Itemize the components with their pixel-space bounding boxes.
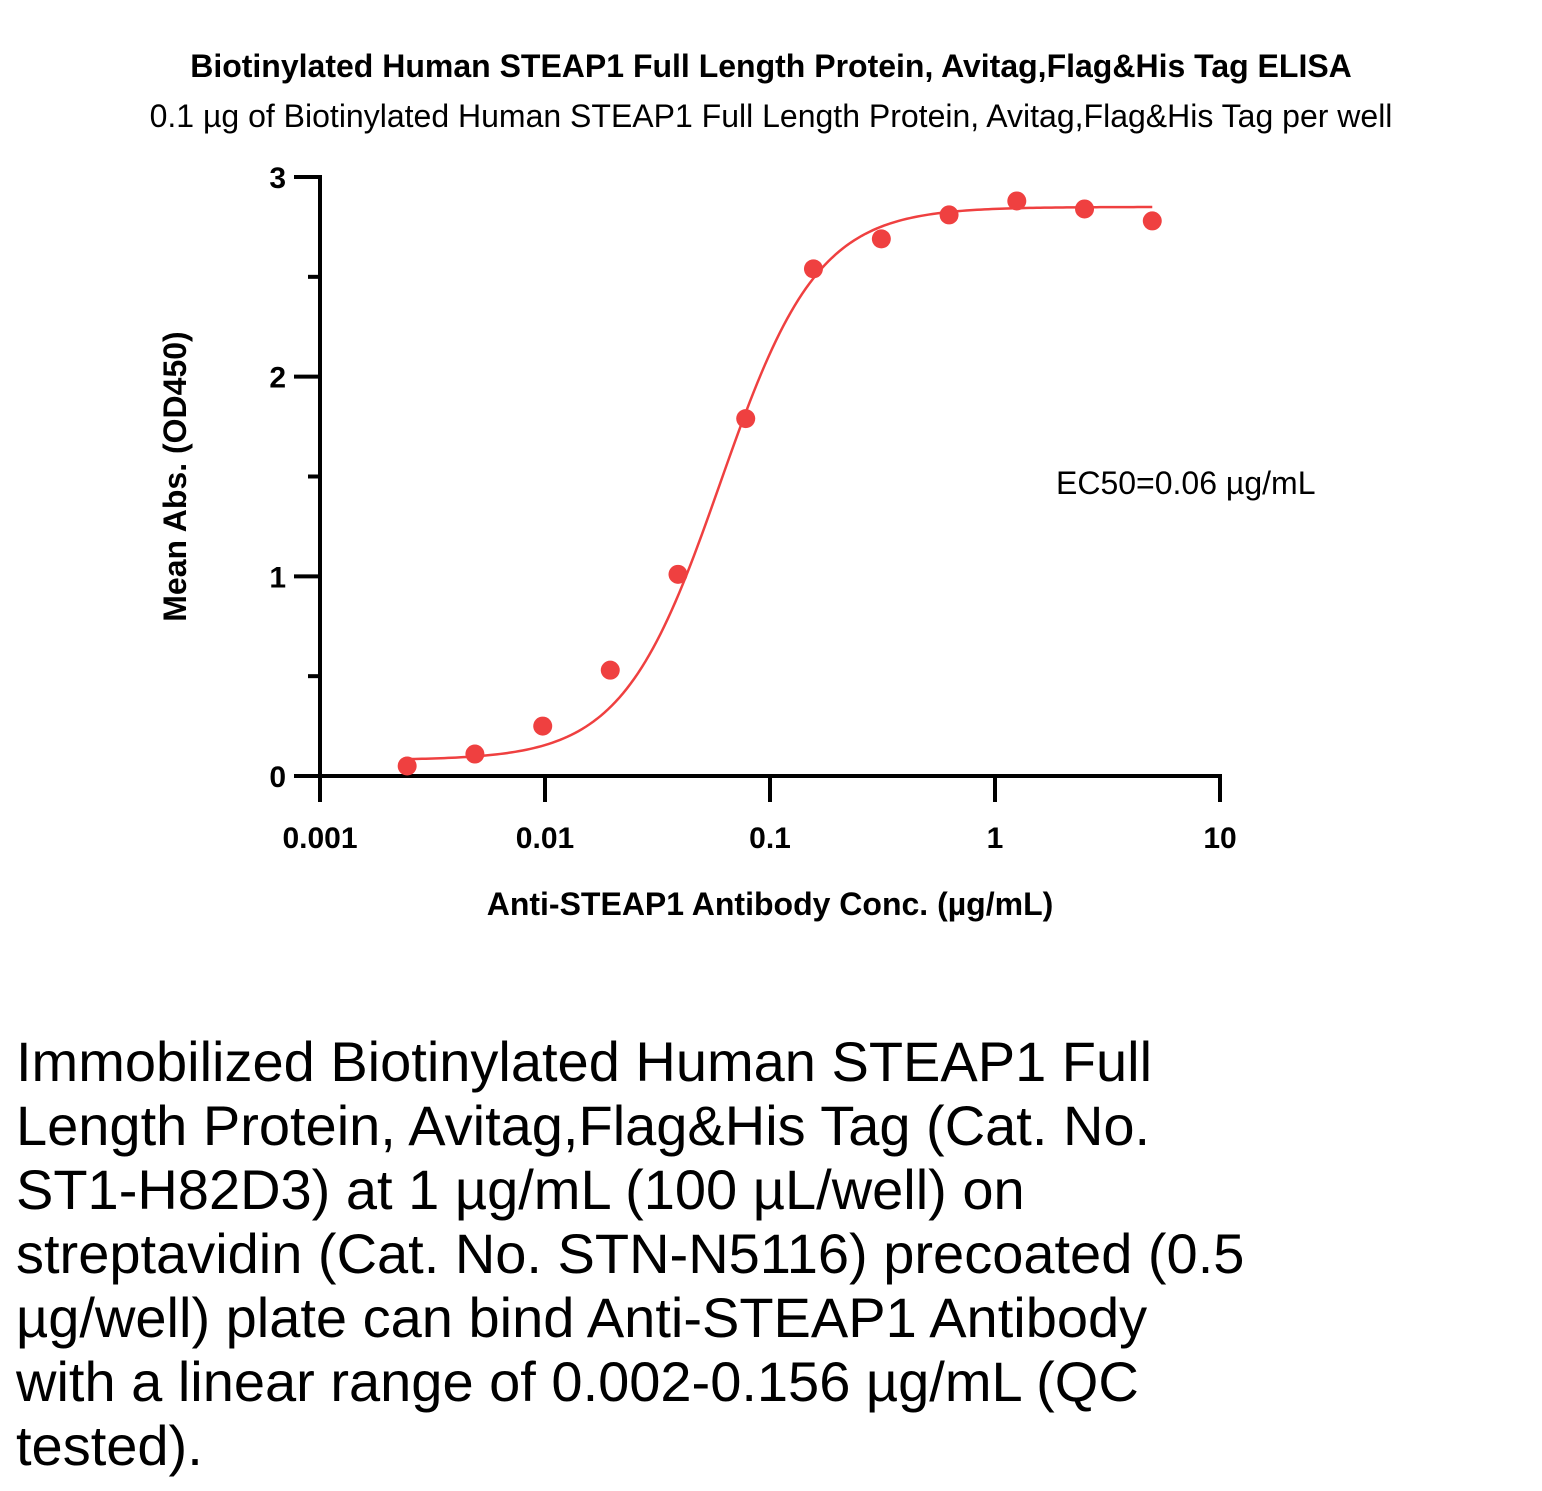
x-tick-label: 0.001 bbox=[282, 822, 357, 855]
axes: 0 1 2 3 0.001 0.01 0.1 1 10 bbox=[269, 162, 1236, 855]
x-axis-label: Anti-STEAP1 Antibody Conc. (µg/mL) bbox=[487, 886, 1054, 922]
y-tick-label: 3 bbox=[269, 162, 286, 195]
ec50-annotation: EC50=0.06 µg/mL bbox=[1056, 465, 1315, 501]
elisa-chart: 0 1 2 3 0.001 0.01 0.1 1 10 Mean Abs. (OD450) An… bbox=[157, 162, 1315, 922]
data-point bbox=[1007, 191, 1027, 211]
chart-subtitle: 0.1 µg of Biotinylated Human STEAP1 Full… bbox=[149, 98, 1393, 134]
data-point bbox=[736, 409, 756, 429]
y-tick-label: 0 bbox=[269, 761, 286, 794]
y-tick-label: 2 bbox=[269, 362, 286, 395]
data-point bbox=[1142, 211, 1162, 231]
data-point bbox=[803, 259, 823, 279]
x-tick-label: 10 bbox=[1203, 822, 1236, 855]
data-point bbox=[1075, 199, 1095, 219]
data-points bbox=[397, 191, 1162, 776]
chart-title: Biotinylated Human STEAP1 Full Length Pr… bbox=[190, 48, 1352, 84]
data-point bbox=[871, 229, 891, 249]
data-point bbox=[533, 716, 553, 736]
axis-labels: Mean Abs. (OD450) Anti-STEAP1 Antibody C… bbox=[157, 331, 1315, 922]
x-tick-label: 1 bbox=[987, 822, 1004, 855]
x-tick-label: 0.01 bbox=[516, 822, 574, 855]
data-point bbox=[939, 205, 959, 225]
y-axis-label: Mean Abs. (OD450) bbox=[157, 331, 193, 621]
y-tick-label: 1 bbox=[269, 561, 286, 594]
figure-caption: Immobilized Biotinylated Human STEAP1 Fu… bbox=[16, 1030, 1245, 1477]
fit-curve bbox=[407, 205, 1153, 761]
x-tick-label: 0.1 bbox=[749, 822, 791, 855]
data-point bbox=[668, 564, 688, 584]
data-point bbox=[397, 756, 417, 776]
data-point bbox=[465, 744, 485, 764]
data-point bbox=[600, 660, 620, 680]
